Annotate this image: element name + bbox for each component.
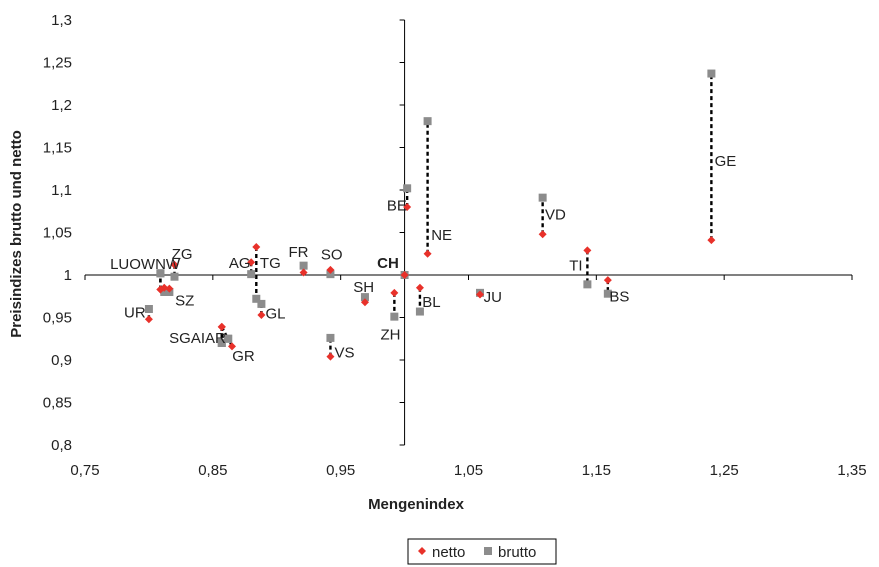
y-tick-label: 1,15 <box>43 140 72 157</box>
netto-point-ti <box>583 246 592 255</box>
x-tick-label: 1,35 <box>837 462 866 479</box>
brutto-point-vs <box>326 333 335 342</box>
netto-point-sz <box>165 284 174 293</box>
netto-point-ag <box>247 258 256 267</box>
y-tick-label: 1,25 <box>43 55 72 72</box>
point-label-zg: ZG <box>172 246 193 263</box>
x-tick-label: 0,75 <box>70 462 99 479</box>
point-label-ju: JU <box>484 289 502 306</box>
netto-point-gr <box>228 342 237 351</box>
point-label-bs: BS <box>609 288 629 305</box>
point-label-ge: GE <box>715 153 737 170</box>
netto-point-ne <box>423 249 432 258</box>
legend: netto brutto <box>407 538 557 565</box>
brutto-point-so <box>326 270 335 279</box>
netto-point-be <box>403 203 412 211</box>
netto-point-zg <box>170 260 179 269</box>
brutto-point-zh <box>390 312 399 321</box>
brutto-point-ne <box>423 117 432 126</box>
brutto-point-bs <box>603 289 612 298</box>
netto-point-ur <box>144 315 153 324</box>
brutto-point-be <box>403 184 412 193</box>
point-label-vd: VD <box>545 207 566 224</box>
point-label-tg: TG <box>260 255 281 272</box>
brutto-point-ow <box>160 288 169 296</box>
netto-point-tg <box>252 242 261 251</box>
point-label-bl: BL <box>422 294 440 311</box>
point-label-gr: GR <box>232 348 255 365</box>
y-tick-label: 1,2 <box>51 97 72 114</box>
netto-point-bs <box>603 276 612 285</box>
x-tick-label: 0,85 <box>198 462 227 479</box>
x-axis-title: Mengenindex <box>368 496 465 513</box>
legend-brutto-marker <box>484 547 492 555</box>
netto-point-nw <box>156 285 165 294</box>
y-tick-label: 0,9 <box>51 352 72 369</box>
y-tick-label: 1,1 <box>51 182 72 199</box>
y-tick-label: 1,05 <box>43 225 72 242</box>
point-label-vs: VS <box>334 344 354 361</box>
x-tick-label: 1,15 <box>582 462 611 479</box>
point-label-sz: SZ <box>175 293 194 310</box>
brutto-point-ur <box>144 305 153 313</box>
point-label-gl: GL <box>265 305 285 322</box>
legend-box <box>407 538 557 565</box>
brutto-point-fr <box>299 261 308 270</box>
brutto-point-vd <box>538 193 547 202</box>
x-tick-label: 1,25 <box>710 462 739 479</box>
netto-point-ju <box>476 290 485 299</box>
brutto-point-gl <box>257 299 266 308</box>
x-tick-label: 1,05 <box>454 462 483 479</box>
brutto-point-zg <box>170 272 179 281</box>
brutto-point-ag <box>247 270 256 279</box>
netto-point-gl <box>257 310 266 319</box>
netto-point-zh <box>390 288 399 297</box>
legend-netto-label: netto <box>432 544 465 561</box>
brutto-point-ar <box>217 339 226 347</box>
netto-point-vd <box>538 230 547 239</box>
y-tick-label: 0,85 <box>43 395 72 412</box>
brutto-point-sh <box>360 293 369 302</box>
point-label-ur: UR <box>124 304 146 321</box>
point-label-zh: ZH <box>381 327 401 344</box>
y-tick-label: 0,95 <box>43 310 72 327</box>
brutto-point-gr <box>224 334 233 343</box>
x-tick-label: 0,95 <box>326 462 355 479</box>
netto-point-sh <box>360 298 369 307</box>
netto-point-bl <box>415 283 424 292</box>
point-label-fr: FR <box>288 244 308 261</box>
brutto-point-ge <box>707 69 716 78</box>
legend-brutto-label: brutto <box>498 544 536 561</box>
brutto-point-ti <box>583 280 592 289</box>
point-label-ag: AG <box>229 255 251 272</box>
point-label-ch: CH <box>377 255 399 272</box>
y-tick-label: 1 <box>64 267 72 284</box>
netto-point-ge <box>707 236 716 245</box>
point-label-sgaiar: SGAIAR <box>169 330 226 347</box>
brutto-point-tg <box>252 294 261 303</box>
y-axis-title: Preisindizes brutto und netto <box>8 130 25 338</box>
y-tick-label: 0,8 <box>51 437 72 454</box>
point-label-ti: TI <box>569 258 582 275</box>
point-label-so: SO <box>321 247 343 264</box>
plot-area: 0,8 0,85 0,9 0,95 1 1,05 1,1 1,15 1,2 1,25 1,3 0,75… <box>43 12 867 479</box>
point-label-sh: SH <box>353 279 374 296</box>
point-label-ne: NE <box>431 227 452 244</box>
point-label-be: BE <box>387 197 407 214</box>
netto-point-vs <box>326 352 335 361</box>
y-tick-label: 1,3 <box>51 12 72 29</box>
netto-point-fr <box>299 268 308 277</box>
brutto-point-nw <box>156 269 165 278</box>
netto-point-so <box>326 265 335 274</box>
brutto-point-bl <box>415 307 424 316</box>
netto-point-ch <box>400 271 409 279</box>
point-label-luownw: LUOWNW <box>110 256 181 273</box>
legend-netto-marker <box>418 547 426 555</box>
netto-point-ar <box>217 322 226 331</box>
